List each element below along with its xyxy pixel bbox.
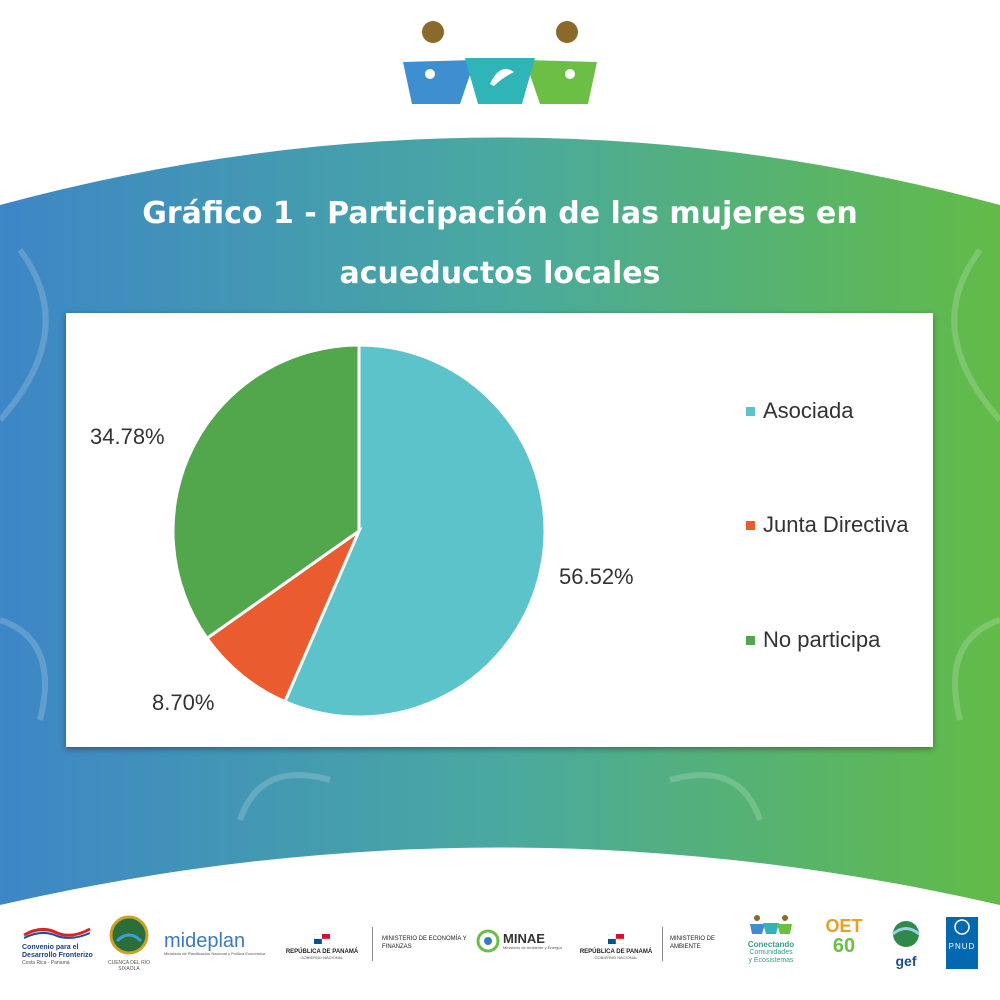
conectando-icon	[750, 915, 792, 934]
legend-item-junta-directiva: Junta Directiva	[746, 512, 909, 538]
oet-number: 60	[832, 935, 856, 957]
divider-1	[372, 927, 373, 961]
comision-text: CUENCA DEL RÍO SIXAOLA	[107, 960, 151, 972]
pie-slice-junta-directiva	[204, 526, 363, 704]
republica-panama-logo-1: REPÚBLICA DE PANAMÁ GOBIERNO NACIONAL	[282, 931, 362, 960]
convenio-flag-icon	[23, 927, 91, 939]
conectando-logo: Conectando Comunidades y Ecosistemas	[736, 915, 806, 965]
gobierno-nacional-text-2: GOBIERNO NACIONAL	[594, 955, 638, 960]
conectando-text-2: Comunidades	[749, 949, 793, 956]
legend-item-asociada: Asociada	[746, 398, 854, 424]
gef-text: gef	[895, 953, 917, 969]
divider-2	[662, 927, 663, 961]
un-emblem-icon	[954, 919, 970, 935]
oet-logo: OET 60	[818, 917, 870, 957]
comision-seal-icon	[109, 915, 149, 955]
slice-label-junta-directiva: 8.70%	[152, 690, 215, 715]
pnud-text: PNUD	[948, 942, 976, 951]
convenio-text: Convenio para el Desarrollo Fronterizo	[22, 944, 93, 959]
chart-title-line-1: Gráfico 1 - Participación de las mujeres…	[142, 196, 858, 231]
republica-panama-logo-2: REPÚBLICA DE PANAMÁ GOBIERNO NACIONAL	[576, 931, 656, 960]
legend-label-junta-directiva: Junta Directiva	[763, 512, 909, 537]
republica-panama-text-1: REPÚBLICA DE PANAMÁ	[285, 949, 359, 955]
legend-swatch-junta-directiva	[746, 520, 755, 530]
panama-flag-icon	[313, 933, 331, 945]
miambiente-text: MINISTERIO DE AMBIENTE	[670, 936, 716, 950]
legend-swatch-asociada	[746, 406, 755, 416]
pnud-logo: PNUD	[946, 917, 978, 969]
gef-globe-icon	[892, 921, 920, 947]
chart-card: 56.52% 8.70% 34.78% Asociada Junta Direc…	[66, 313, 933, 747]
gobierno-nacional-text-1: GOBIERNO NACIONAL	[300, 955, 344, 960]
legend-swatch-no-participa	[746, 635, 755, 645]
slice-label-asociada: 56.52%	[559, 564, 634, 589]
conectando-text-1: Conectando	[747, 940, 795, 949]
miambiente-logo: MINISTERIO DE AMBIENTE	[670, 935, 730, 951]
slice-label-no-participa: 34.78%	[90, 424, 165, 449]
oet-text: OET	[825, 916, 863, 936]
mideplan-text: mideplan	[164, 930, 246, 952]
legend-item-no-participa: No participa	[746, 627, 880, 653]
gef-logo: gef	[884, 919, 928, 968]
pie-slice-no-participa	[171, 343, 361, 641]
conectando-logo-top	[403, 21, 597, 104]
minae-hand-icon	[476, 929, 500, 953]
republica-panama-text-2: REPÚBLICA DE PANAMÁ	[579, 949, 653, 955]
minae-subtext: Ministerio de Ambiente y Energía	[503, 945, 562, 950]
pie-slice-asociada	[282, 343, 547, 719]
legend-label-no-participa: No participa	[763, 627, 881, 652]
mef-text: MINISTERIO DE ECONOMÍA Y FINANZAS	[382, 936, 467, 950]
mideplan-subtext: Ministerio de Planificación Nacional y P…	[164, 951, 266, 956]
comision-logo: CUENCA DEL RÍO SIXAOLA	[104, 915, 154, 972]
mideplan-logo: mideplan Ministerio de Planificación Nac…	[164, 931, 274, 956]
pie-chart	[171, 343, 547, 719]
chart-title-line-2: acueductos locales	[339, 256, 661, 291]
conectando-text-3: y Ecosistemas	[748, 957, 794, 964]
convenio-subtext: Costa Rica - Panamá	[22, 960, 70, 966]
legend-label-asociada: Asociada	[763, 398, 854, 423]
convenio-logo: Convenio para el Desarrollo Fronterizo C…	[22, 925, 102, 966]
mef-logo: MINISTERIO DE ECONOMÍA Y FINANZAS	[382, 935, 472, 951]
minae-logo: MINAE Ministerio de Ambiente y Energía	[476, 929, 568, 953]
panama-flag-icon	[607, 933, 625, 945]
minae-text: MINAE	[503, 931, 545, 946]
sponsor-logos: Convenio para el Desarrollo Fronterizo C…	[0, 905, 1000, 975]
